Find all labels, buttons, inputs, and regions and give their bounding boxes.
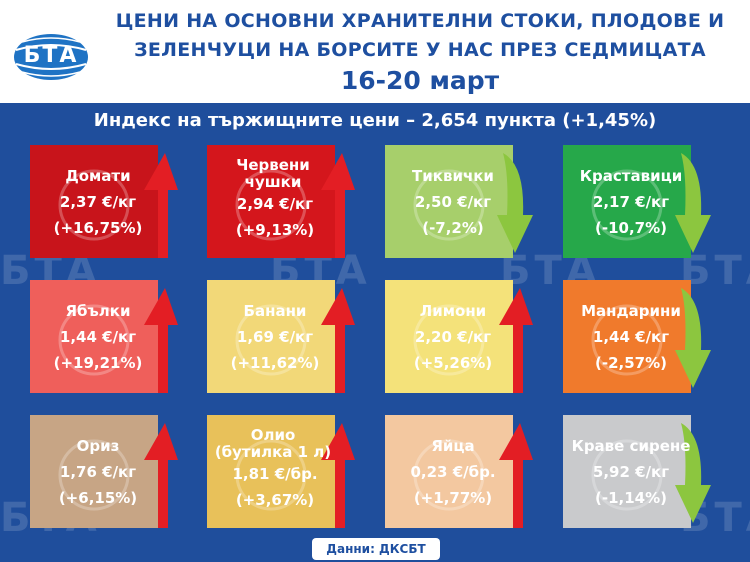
product-price: 1,69 €/кг (236, 328, 314, 346)
pepper-icon (235, 169, 307, 241)
card-background (30, 280, 178, 393)
zucchini-icon (413, 169, 485, 241)
product-change: (-1,14%) (595, 489, 667, 507)
product-card: Олио (бутилка 1 л) 1,81 €/бр. (+3,67%) (207, 415, 355, 528)
tomato-icon (58, 169, 130, 241)
arrow-up-icon (499, 423, 533, 528)
product-change: (+19,21%) (53, 354, 143, 372)
product-change: (-7,2%) (422, 219, 484, 237)
product-name: Яйца (431, 437, 475, 455)
product-price: 2,50 €/кг (414, 193, 492, 211)
product-name: Ориз (76, 437, 120, 455)
cucumber-icon (591, 169, 663, 241)
product-name: Лимони (419, 302, 487, 320)
index-text: Индекс на тържищните цени – 2,654 пункта… (93, 110, 657, 131)
date: 16-20 март (340, 66, 500, 95)
card-background (30, 415, 178, 528)
arrow-up-icon (499, 288, 533, 393)
card-background (385, 415, 533, 528)
rice-icon (58, 439, 130, 511)
apple-icon (58, 304, 130, 376)
product-price: 0,23 €/бр. (410, 463, 496, 481)
bta-logo (14, 34, 88, 80)
oil-bottle-icon (235, 439, 307, 511)
arrow-down-icon (675, 153, 711, 253)
product-price: 2,20 €/кг (414, 328, 492, 346)
product-card: Банани 1,69 €/кг (+11,62%) (207, 280, 355, 393)
product-name: Банани (243, 302, 307, 320)
mandarin-icon (591, 304, 663, 376)
product-card: Домати 2,37 €/кг (+16,75%) (30, 145, 178, 258)
banana-icon (235, 304, 307, 376)
product-price: 2,37 €/кг (59, 193, 137, 211)
product-name: Ябълки (65, 302, 131, 320)
arrow-up-icon (144, 288, 178, 393)
arrow-up-icon (321, 153, 355, 258)
product-price: 2,17 €/кг (592, 193, 670, 211)
cheese-icon (591, 439, 663, 511)
product-card: Яйца 0,23 €/бр. (+1,77%) (385, 415, 533, 528)
header: БТА ЦЕНИ НА ОСНОВНИ ХРАНИТЕЛНИ СТОКИ, ПЛ… (0, 0, 750, 103)
card-background (385, 280, 533, 393)
product-change: (-10,7%) (595, 219, 667, 237)
product-name: Олио (бутилка 1 л) (214, 426, 332, 461)
product-name: Тиквички (412, 167, 494, 185)
card-background (563, 280, 711, 393)
product-name: Домати (65, 167, 131, 185)
product-change: (-2,57%) (595, 354, 667, 372)
product-price: 1,76 €/кг (59, 463, 137, 481)
product-change: (+16,75%) (53, 219, 143, 237)
watermark: БТА (680, 248, 750, 294)
arrow-up-icon (144, 153, 178, 258)
egg-icon (413, 439, 485, 511)
lemon-icon (413, 304, 485, 376)
product-card: Краве сирене 5,92 €/кг (-1,14%) (563, 415, 711, 528)
product-change: (+9,13%) (235, 221, 315, 239)
product-card: Ябълки 1,44 €/кг (+19,21%) (30, 280, 178, 393)
arrow-up-icon (321, 288, 355, 393)
card-background (30, 145, 178, 258)
product-name: Краставици (579, 167, 683, 185)
card-background (207, 415, 355, 528)
product-name: Мандарини (581, 302, 681, 320)
product-change: (+11,62%) (230, 354, 320, 372)
product-change: (+5,26%) (413, 354, 493, 372)
arrow-up-icon (144, 423, 178, 528)
source-label: Данни: ДКСБТ (312, 538, 440, 560)
product-name: Краве сирене (571, 437, 691, 455)
title-line-1: ЦЕНИ НА ОСНОВНИ ХРАНИТЕЛНИ СТОКИ, ПЛОДОВ… (115, 10, 725, 32)
card-background (385, 145, 533, 258)
product-price: 1,44 €/кг (59, 328, 137, 346)
logo-text: БТА (23, 43, 79, 68)
product-price: 1,81 €/бр. (232, 465, 318, 483)
arrow-up-icon (321, 423, 355, 528)
product-card: Червени чушки 2,94 €/кг (+9,13%) (207, 145, 355, 258)
product-price: 2,94 €/кг (236, 195, 314, 213)
arrow-down-icon (675, 288, 711, 388)
product-change: (+6,15%) (58, 489, 138, 507)
card-background (207, 145, 355, 258)
arrow-down-icon (675, 423, 711, 523)
product-change: (+3,67%) (235, 491, 315, 509)
card-background (207, 280, 355, 393)
title-line-2: ЗЕЛЕНЧУЦИ НА БОРСИТЕ У НАС ПРЕЗ СЕДМИЦАТ… (134, 39, 706, 61)
product-card: Краставици 2,17 €/кг (-10,7%) (563, 145, 711, 258)
arrow-down-icon (497, 153, 533, 253)
product-change: (+1,77%) (413, 489, 493, 507)
card-background (563, 145, 711, 258)
product-name: Червени чушки (236, 156, 310, 191)
product-price: 5,92 €/кг (592, 463, 670, 481)
product-card: Мандарини 1,44 €/кг (-2,57%) (563, 280, 711, 393)
card-background (563, 415, 711, 528)
product-card: Тиквички 2,50 €/кг (-7,2%) (385, 145, 533, 258)
product-card: Лимони 2,20 €/кг (+5,26%) (385, 280, 533, 393)
product-price: 1,44 €/кг (592, 328, 670, 346)
product-card: Ориз 1,76 €/кг (+6,15%) (30, 415, 178, 528)
